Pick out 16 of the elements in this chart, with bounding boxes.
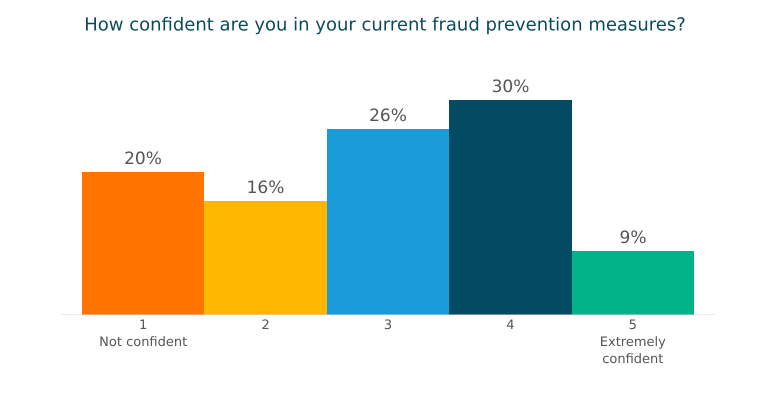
bar: [449, 100, 572, 315]
bar: [572, 251, 694, 315]
bar: [327, 129, 449, 315]
x-tick-label: 5 Extremely confident: [600, 318, 666, 367]
data-label: 30%: [492, 77, 530, 97]
x-tick-label: 3: [384, 318, 392, 333]
x-tick-label: 2: [261, 318, 270, 333]
bar: [204, 201, 327, 315]
x-tick-label: 1 Not confident: [99, 318, 188, 350]
data-label: 20%: [124, 149, 162, 169]
x-tick-label: 4: [506, 318, 515, 333]
bar: [82, 172, 204, 315]
chart-title: How confident are you in your current fraud prevention measures?: [84, 14, 686, 36]
data-label: 16%: [246, 178, 284, 198]
data-label: 9%: [620, 228, 646, 248]
data-label: 26%: [369, 106, 407, 126]
